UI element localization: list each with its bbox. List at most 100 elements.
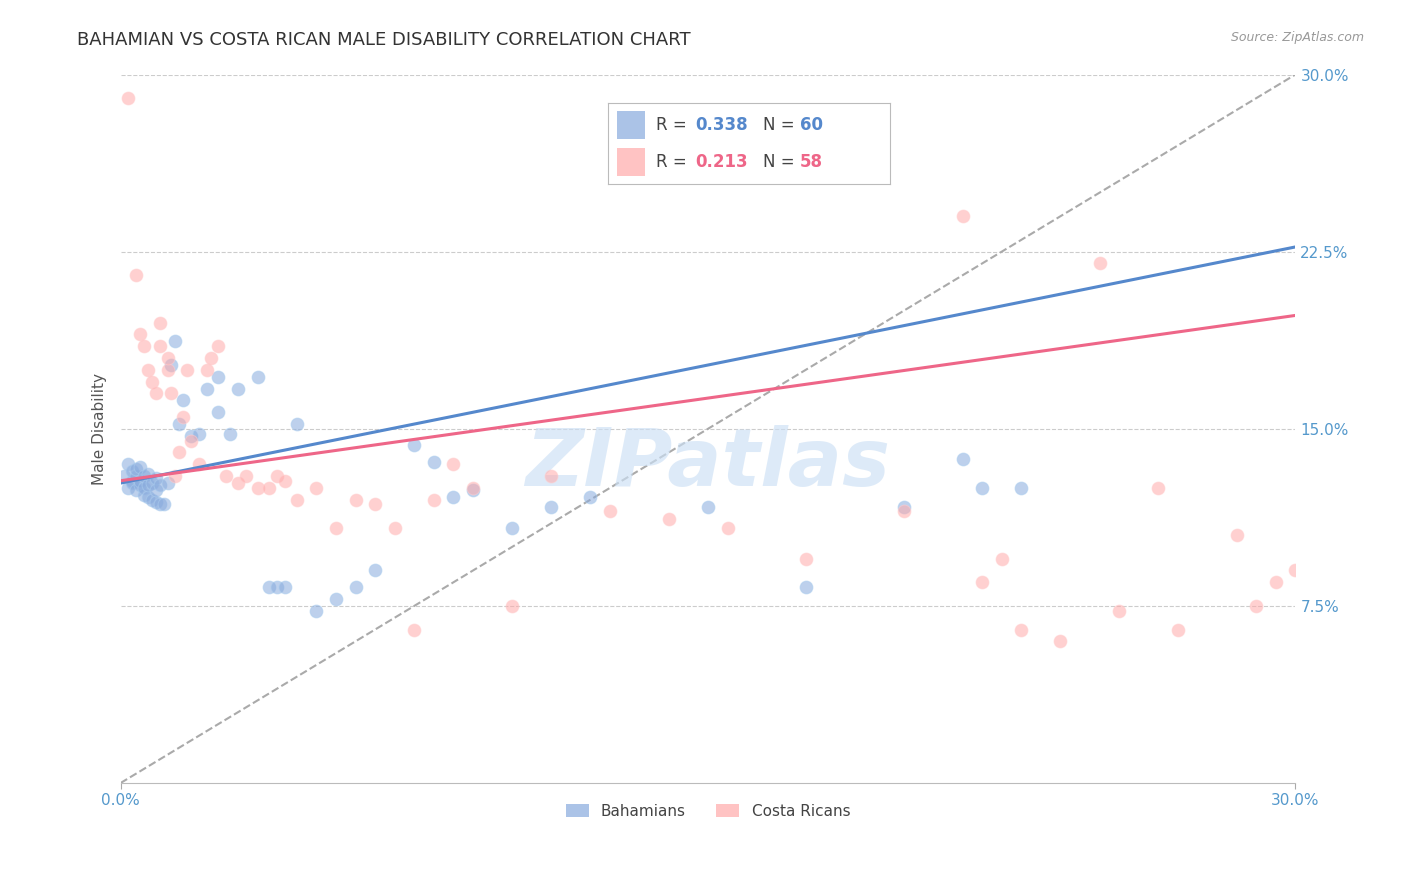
Point (274, 580, 297, 594)
Point (1147, 481, 1170, 495)
Point (132, 488, 155, 502)
Point (246, 369, 269, 384)
Point (195, 382, 218, 396)
Point (893, 500, 915, 514)
Point (200, 351, 222, 365)
Point (952, 452, 974, 467)
Point (160, 386, 183, 401)
Point (156, 363, 179, 377)
Point (235, 469, 257, 483)
Point (344, 580, 367, 594)
Point (1167, 623, 1189, 637)
Point (136, 478, 159, 492)
Point (145, 386, 167, 401)
Point (129, 459, 152, 474)
Point (540, 500, 562, 514)
Point (1010, 481, 1032, 495)
Point (156, 476, 179, 491)
Point (579, 490, 602, 504)
Point (599, 504, 621, 518)
Text: ZIPatlas: ZIPatlas (526, 425, 890, 503)
Point (156, 351, 179, 365)
Point (141, 492, 163, 507)
Point (176, 363, 198, 377)
Point (145, 495, 167, 509)
Point (149, 339, 172, 353)
Point (344, 492, 367, 507)
Point (207, 369, 229, 384)
Point (441, 490, 464, 504)
Point (1010, 623, 1032, 637)
Point (461, 483, 484, 498)
Point (136, 363, 159, 377)
Text: BAHAMIAN VS COSTA RICAN MALE DISABILITY CORRELATION CHART: BAHAMIAN VS COSTA RICAN MALE DISABILITY … (77, 31, 690, 49)
Legend: Bahamians, Costa Ricans: Bahamians, Costa Ricans (560, 797, 856, 825)
Point (132, 469, 155, 483)
Point (501, 599, 523, 613)
Point (540, 469, 562, 483)
Point (149, 497, 172, 511)
Point (325, 591, 347, 606)
Point (226, 382, 249, 396)
Text: Source: ZipAtlas.com: Source: ZipAtlas.com (1230, 31, 1364, 45)
Point (117, 457, 139, 471)
Point (423, 455, 446, 469)
Point (160, 358, 183, 372)
Point (1226, 528, 1249, 542)
Point (165, 334, 187, 349)
Point (132, 481, 155, 495)
Point (187, 457, 209, 471)
Point (305, 481, 328, 495)
Point (215, 469, 238, 483)
Point (952, 209, 974, 223)
Point (129, 474, 152, 488)
Point (136, 467, 159, 481)
Point (180, 429, 202, 443)
Point (1088, 256, 1111, 270)
Point (172, 409, 194, 424)
Point (172, 393, 194, 408)
Point (364, 564, 387, 578)
Point (461, 481, 484, 495)
Point (132, 339, 155, 353)
Point (219, 426, 242, 441)
Point (364, 497, 387, 511)
Point (129, 478, 152, 492)
Point (121, 474, 143, 488)
Point (125, 469, 148, 483)
Point (226, 476, 249, 491)
Point (404, 623, 426, 637)
Point (266, 469, 288, 483)
Point (129, 327, 152, 342)
Point (125, 483, 148, 498)
Point (274, 474, 297, 488)
Point (117, 481, 139, 495)
Point (266, 580, 288, 594)
Point (794, 551, 817, 566)
Point (121, 464, 143, 478)
Point (125, 268, 148, 283)
Point (141, 476, 163, 491)
Point (145, 483, 167, 498)
Point (207, 339, 229, 353)
Point (259, 580, 281, 594)
Point (1264, 575, 1286, 590)
Point (658, 511, 681, 525)
Point (149, 478, 172, 492)
Point (145, 471, 167, 485)
Point (404, 438, 426, 452)
Point (501, 521, 523, 535)
Point (165, 469, 187, 483)
Point (325, 521, 347, 535)
Point (305, 604, 328, 618)
Point (1049, 634, 1071, 648)
Point (697, 500, 720, 514)
Point (285, 492, 308, 507)
Point (259, 481, 281, 495)
Point (1108, 604, 1130, 618)
Point (207, 405, 229, 419)
Point (152, 497, 174, 511)
Point (149, 316, 172, 330)
Point (187, 426, 209, 441)
Point (246, 481, 269, 495)
